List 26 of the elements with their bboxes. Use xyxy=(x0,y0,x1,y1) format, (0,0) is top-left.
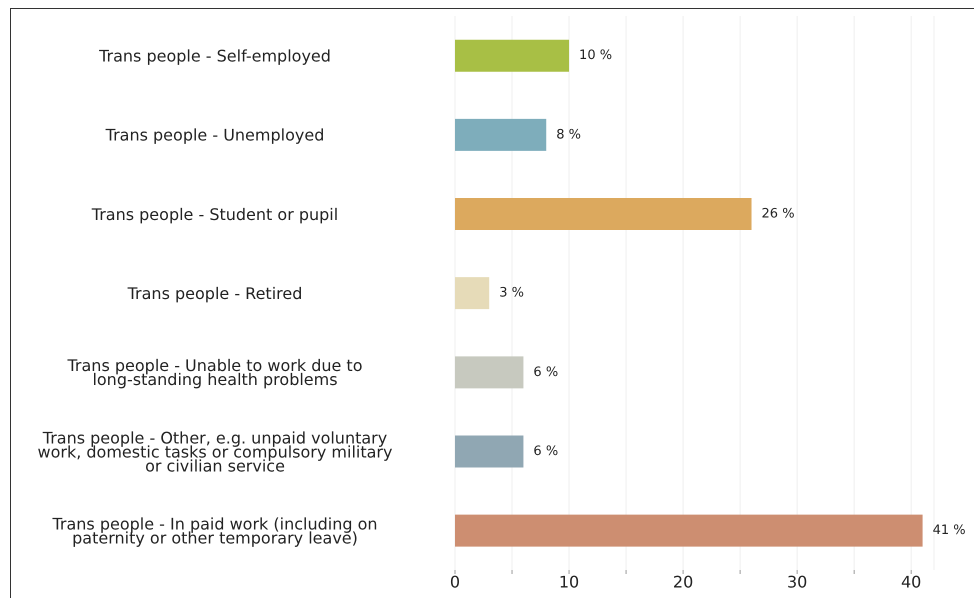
y-tick-label: Trans people - Unemployed xyxy=(104,125,324,144)
data-label: 8 % xyxy=(556,127,582,142)
data-label: 6 % xyxy=(533,364,558,380)
data-label: 41 % xyxy=(932,523,966,538)
y-tick-label: Trans people - Retired xyxy=(126,284,302,302)
bar xyxy=(455,435,524,468)
y-tick-label: Trans people - Other, e.g. unpaid voluntary work, domestic tasks or compulsory military or civilian service xyxy=(38,428,392,475)
bar xyxy=(455,356,524,388)
bar xyxy=(455,198,752,230)
y-tick-label: Trans people - In paid work (including on paternity or other temporary leave) xyxy=(51,514,378,547)
x-tick-label: 0 xyxy=(450,572,460,592)
bar xyxy=(455,277,490,310)
y-tick-label: Trans people - Student or pupil xyxy=(90,204,338,224)
data-label: 3 % xyxy=(499,286,524,301)
bar xyxy=(455,40,570,72)
y-tick-label: Trans people - Unable to work due to long-standing health problems xyxy=(66,356,362,389)
x-tick-label: 10 xyxy=(558,572,580,592)
x-tick-label: 20 xyxy=(672,572,694,592)
x-tick-label: 40 xyxy=(901,572,922,592)
bar xyxy=(455,514,923,547)
bar xyxy=(455,118,546,151)
data-label: 10 % xyxy=(579,48,612,64)
data-label: 26 % xyxy=(762,206,795,222)
data-label: 6 % xyxy=(533,444,558,459)
x-tick-label: 30 xyxy=(786,572,808,592)
y-tick-label: Trans people - Self-employed xyxy=(98,46,331,66)
